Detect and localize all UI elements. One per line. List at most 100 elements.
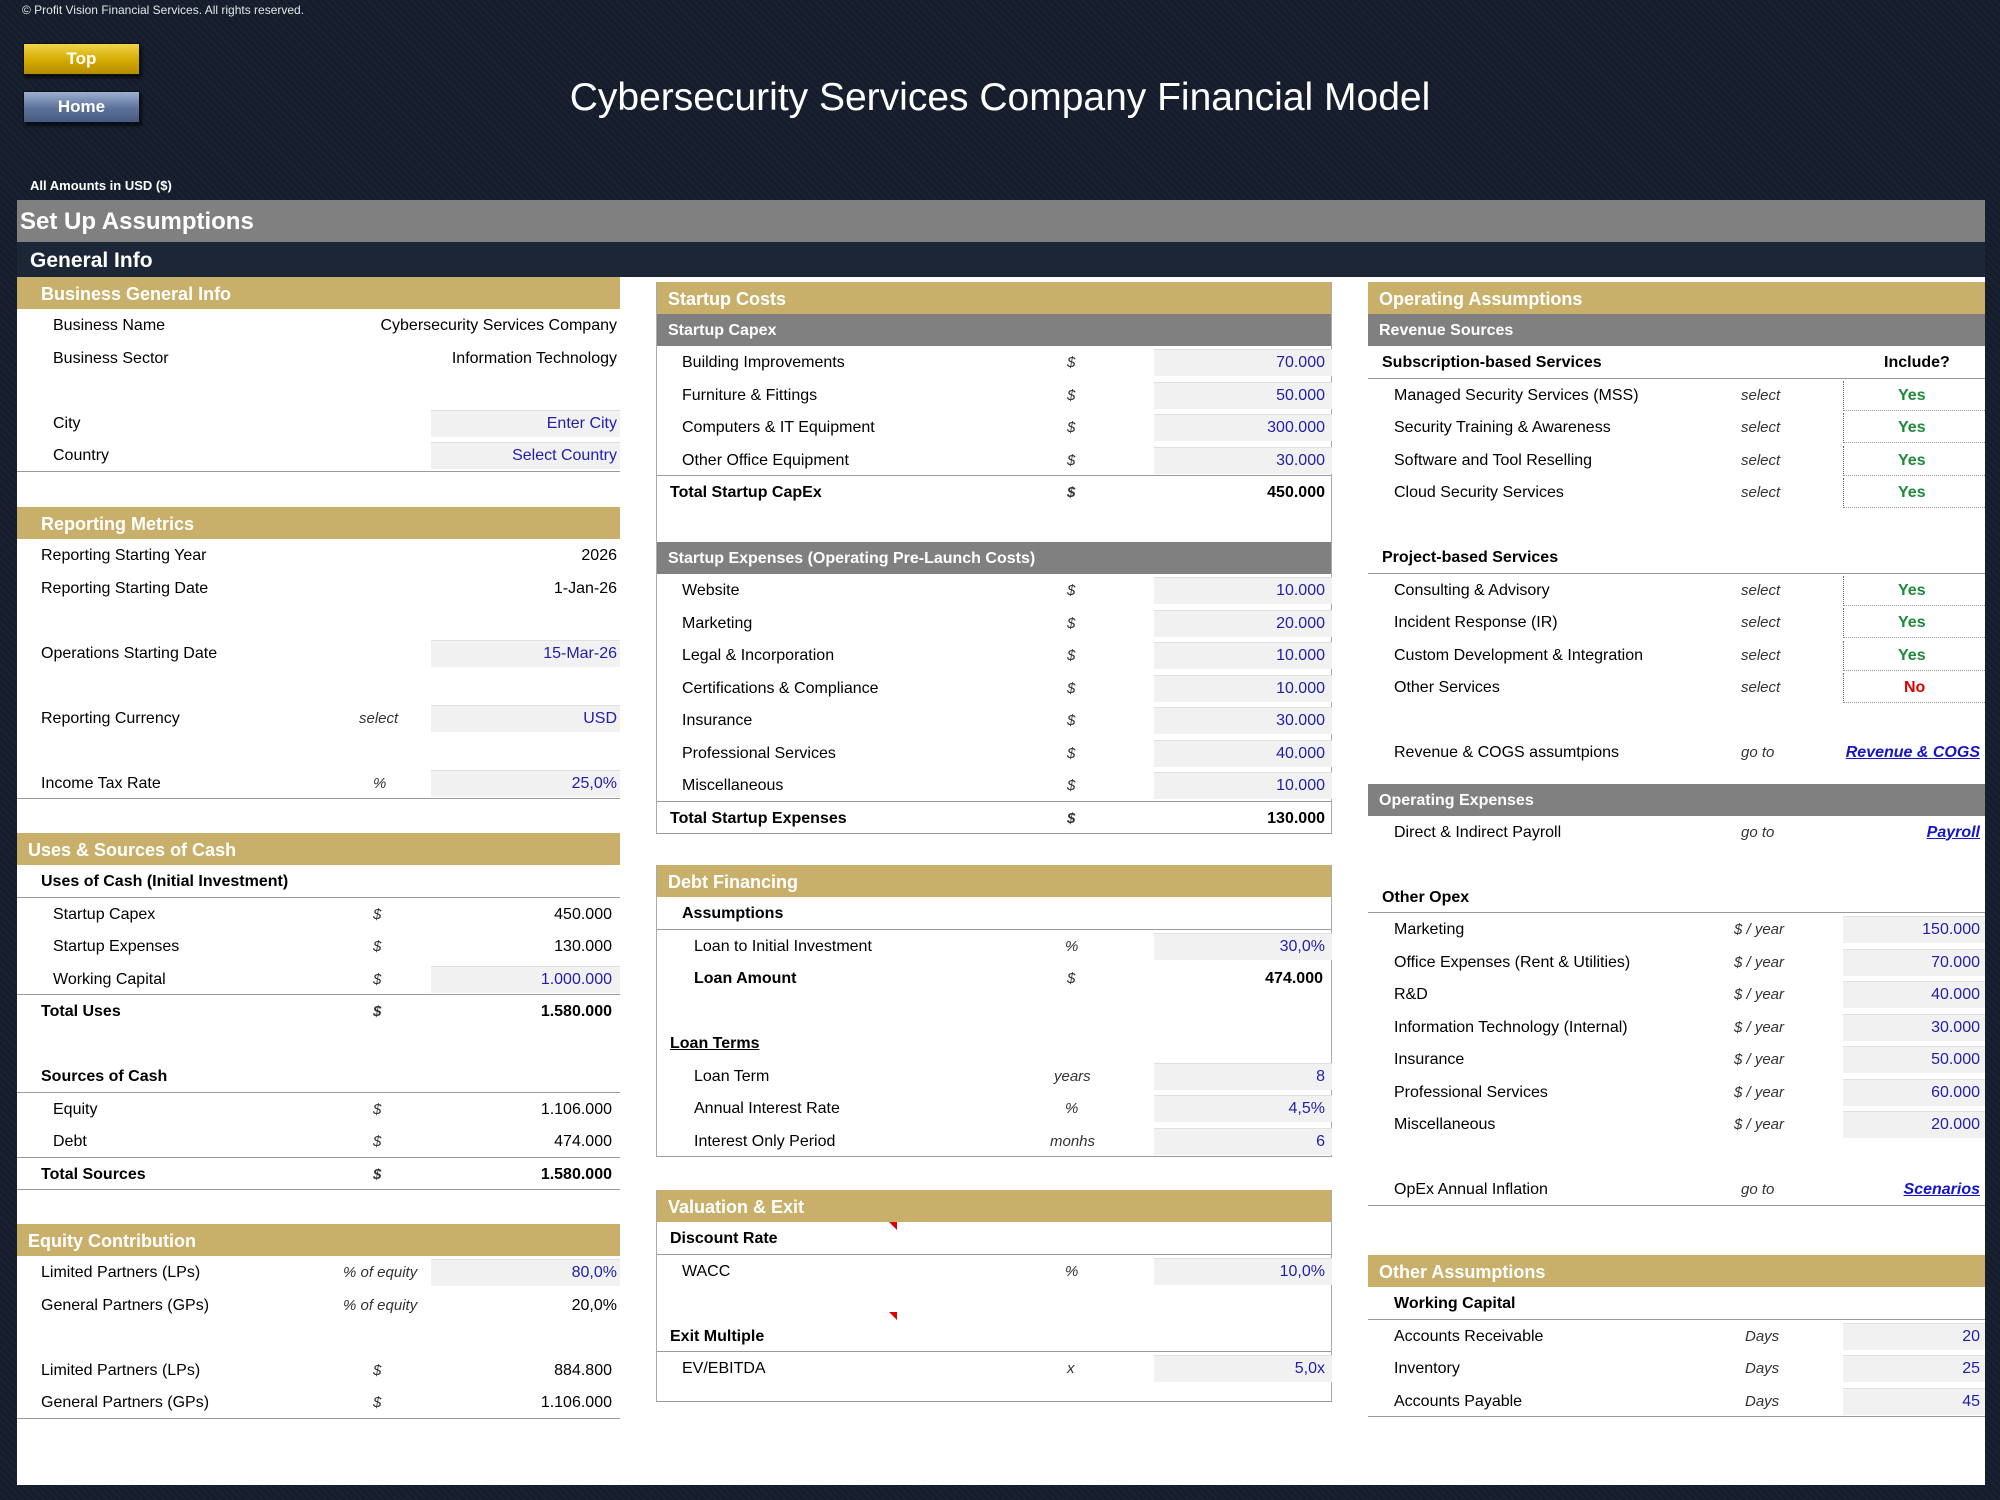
opex-value-input[interactable]: 20.000 xyxy=(1931,1116,1980,1133)
country-input-cell[interactable] xyxy=(431,442,620,469)
expense-input-cell[interactable] xyxy=(1154,609,1332,637)
city-input-cell[interactable] xyxy=(431,409,620,437)
country-select[interactable]: Select Country xyxy=(512,447,617,464)
business-name-value[interactable]: Cybersecurity Services Company xyxy=(380,317,617,334)
expense-value-input[interactable]: 40.000 xyxy=(1276,744,1325,762)
payroll-link[interactable]: Payroll xyxy=(1926,823,1980,841)
include-cell[interactable] xyxy=(1843,673,1985,703)
opex-value-input[interactable]: 60.000 xyxy=(1931,1083,1980,1101)
ev-ebitda-input[interactable]: 5,0x xyxy=(1294,1360,1325,1377)
include-cell[interactable] xyxy=(1843,478,1985,508)
loan-percent-cell[interactable] xyxy=(1154,932,1332,960)
expense-input-cell[interactable] xyxy=(1154,642,1332,669)
home-button[interactable]: Home xyxy=(23,91,140,123)
opex-input-cell[interactable] xyxy=(1843,948,1985,976)
wacc-input[interactable]: 10,0% xyxy=(1279,1262,1325,1280)
opex-input-cell[interactable] xyxy=(1843,1111,1985,1138)
include-cell[interactable] xyxy=(1843,445,1985,476)
opex-input-cell[interactable] xyxy=(1843,1046,1985,1073)
row-unit: $ xyxy=(1067,970,1076,987)
tax-rate-cell[interactable] xyxy=(431,769,620,797)
loan-term-input[interactable]: 8 xyxy=(1316,1067,1325,1085)
include-select[interactable]: Yes xyxy=(1898,484,1926,501)
expense-input-cell[interactable] xyxy=(1154,772,1332,799)
opex-input-cell[interactable] xyxy=(1843,981,1985,1008)
wc-days-input[interactable]: 20 xyxy=(1962,1327,1980,1345)
currency-cell[interactable] xyxy=(431,704,620,732)
capex-input-cell[interactable] xyxy=(1154,349,1332,376)
loan-percent-input[interactable]: 30,0% xyxy=(1279,937,1325,955)
include-select[interactable]: Yes xyxy=(1898,419,1926,436)
wc-input-cell[interactable] xyxy=(1843,1322,1985,1350)
expense-value-input[interactable]: 10.000 xyxy=(1276,582,1325,599)
expense-value-input[interactable]: 10.000 xyxy=(1276,679,1325,697)
opex-value-input[interactable]: 150.000 xyxy=(1922,921,1980,938)
include-select[interactable]: Yes xyxy=(1898,581,1926,599)
opex-input-cell[interactable] xyxy=(1843,1078,1985,1106)
comment-indicator[interactable] xyxy=(889,1312,897,1320)
opex-value-input[interactable]: 50.000 xyxy=(1931,1051,1980,1068)
include-select[interactable]: Yes xyxy=(1898,451,1926,469)
opex-value-input[interactable]: 70.000 xyxy=(1931,953,1980,971)
opex-value-input[interactable]: 40.000 xyxy=(1931,986,1980,1003)
city-input[interactable]: Enter City xyxy=(546,414,617,432)
include-select[interactable]: Yes xyxy=(1898,646,1926,664)
expense-input-cell[interactable] xyxy=(1154,577,1332,604)
capex-value-input[interactable]: 300.000 xyxy=(1267,419,1325,436)
wacc-cell[interactable] xyxy=(1154,1257,1332,1285)
interest-rate-input[interactable]: 4,5% xyxy=(1288,1100,1325,1117)
capex-value-input[interactable]: 70.000 xyxy=(1276,354,1325,371)
business-general-info-section: Business General Info Business Name Cybe… xyxy=(17,277,620,472)
setup-assumptions-header: Set Up Assumptions xyxy=(17,200,1985,242)
row-label: Limited Partners (LPs) xyxy=(41,1264,201,1281)
wc-days-input[interactable]: 25 xyxy=(1962,1360,1980,1377)
business-sector-value[interactable]: Information Technology xyxy=(451,349,617,367)
include-cell[interactable] xyxy=(1843,575,1985,606)
include-select[interactable]: No xyxy=(1904,679,1926,696)
expense-input-cell[interactable] xyxy=(1154,739,1332,767)
lp-percent-cell[interactable] xyxy=(431,1259,620,1286)
wc-input-cell[interactable] xyxy=(1843,1355,1985,1382)
capex-value-input[interactable]: 50.000 xyxy=(1276,386,1325,404)
expense-value-input[interactable]: 10.000 xyxy=(1276,777,1325,794)
capex-input-cell[interactable] xyxy=(1154,446,1332,474)
include-cell[interactable] xyxy=(1843,413,1985,443)
interest-only-cell[interactable] xyxy=(1154,1127,1332,1155)
ev-ebitda-cell[interactable] xyxy=(1154,1355,1332,1382)
expense-value-input[interactable]: 30.000 xyxy=(1276,712,1325,729)
wc-days-input[interactable]: 45 xyxy=(1962,1392,1980,1410)
capex-value-input[interactable]: 30.000 xyxy=(1276,451,1325,469)
opex-input-cell[interactable] xyxy=(1843,1013,1985,1041)
include-select[interactable]: Yes xyxy=(1898,614,1926,631)
operations-date-cell[interactable] xyxy=(431,639,620,667)
top-button[interactable]: Top xyxy=(23,43,140,75)
capex-input-cell[interactable] xyxy=(1154,414,1332,441)
tax-rate-input[interactable]: 25,0% xyxy=(571,774,617,792)
currency-select[interactable]: USD xyxy=(583,709,617,727)
subscription-item-row: Managed Security Services (MSS) select Y… xyxy=(1368,379,1985,412)
operations-date-input[interactable]: 15-Mar-26 xyxy=(543,644,617,662)
loan-term-cell[interactable] xyxy=(1154,1062,1332,1090)
expense-input-cell[interactable] xyxy=(1154,707,1332,734)
expense-value-input[interactable]: 20.000 xyxy=(1276,614,1325,632)
interest-rate-cell[interactable] xyxy=(1154,1095,1332,1122)
scenarios-link[interactable]: Scenarios xyxy=(1903,1181,1980,1198)
capex-input-cell[interactable] xyxy=(1154,381,1332,409)
working-capital-input[interactable]: 1.000.000 xyxy=(540,970,612,988)
include-select[interactable]: Yes xyxy=(1898,386,1926,404)
comment-indicator[interactable] xyxy=(889,1222,897,1230)
expense-value-input[interactable]: 10.000 xyxy=(1276,647,1325,664)
wc-input-cell[interactable] xyxy=(1843,1387,1985,1415)
opex-input-cell[interactable] xyxy=(1843,916,1985,943)
row-label: Reporting Currency xyxy=(41,709,180,727)
spacer-row xyxy=(17,604,620,637)
interest-only-input[interactable]: 6 xyxy=(1316,1132,1325,1150)
include-cell[interactable] xyxy=(1843,640,1985,671)
include-cell[interactable] xyxy=(1843,608,1985,638)
expense-input-cell[interactable] xyxy=(1154,674,1332,702)
lp-percent-input[interactable]: 80,0% xyxy=(571,1264,617,1281)
working-capital-cell[interactable] xyxy=(431,965,620,993)
opex-value-input[interactable]: 30.000 xyxy=(1931,1018,1980,1036)
include-cell[interactable] xyxy=(1843,380,1985,411)
revenue-cogs-link[interactable]: Revenue & COGS xyxy=(1845,744,1980,761)
